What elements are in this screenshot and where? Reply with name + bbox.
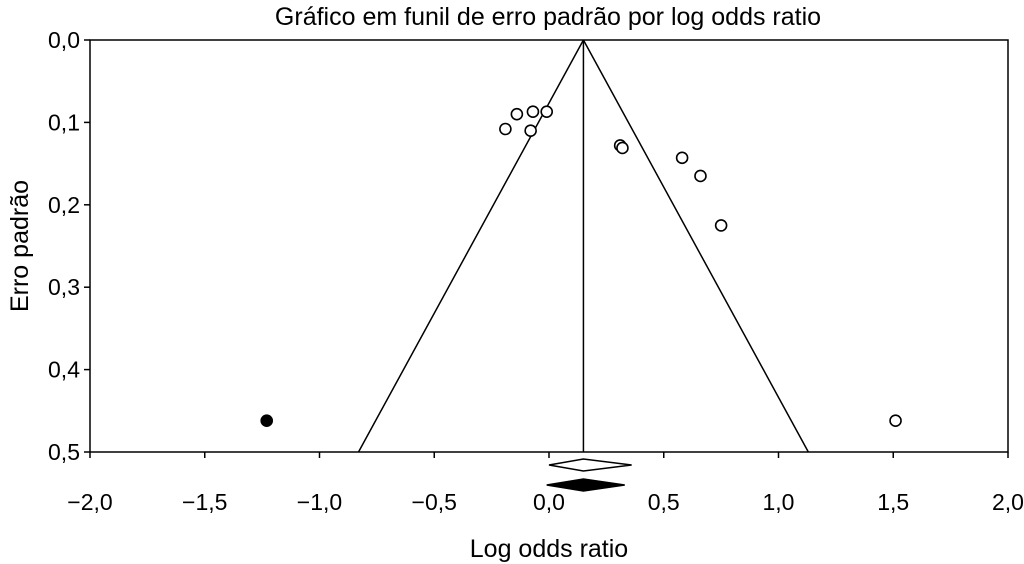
summary-diamond-filled bbox=[546, 478, 625, 492]
y-tick-label: 0,2 bbox=[48, 192, 80, 218]
x-tick-label: 2,0 bbox=[992, 489, 1024, 515]
summary-diamond-open bbox=[548, 458, 632, 472]
filled-data-point bbox=[260, 414, 274, 427]
open-data-point bbox=[510, 107, 524, 121]
open-data-point bbox=[540, 105, 554, 118]
chart-title: Gráfico em funil de erro padrão por log … bbox=[275, 3, 821, 31]
open-data-point bbox=[675, 151, 689, 165]
funnel-right-limit bbox=[582, 39, 809, 453]
open-data-point bbox=[616, 141, 629, 155]
x-tick-label: 0,5 bbox=[648, 489, 680, 515]
x-tick-label: 1,0 bbox=[763, 489, 795, 515]
y-tick-label: 0,4 bbox=[48, 357, 80, 383]
x-tick-label: −1,5 bbox=[182, 489, 227, 515]
data-points bbox=[260, 105, 902, 427]
open-data-point bbox=[714, 219, 728, 232]
x-tick-label: −1,0 bbox=[297, 489, 342, 515]
open-data-point bbox=[524, 124, 537, 137]
x-tick-label: 0,0 bbox=[533, 489, 565, 515]
x-tick-label: 1,5 bbox=[877, 489, 909, 515]
open-data-point bbox=[499, 122, 512, 136]
y-tick-label: 0,0 bbox=[48, 27, 80, 53]
x-tick-label: −2,0 bbox=[67, 489, 112, 515]
x-axis-label: Log odds ratio bbox=[470, 535, 628, 563]
y-tick-label: 0,3 bbox=[48, 274, 80, 300]
open-data-point bbox=[889, 414, 902, 427]
x-tick-label: −0,5 bbox=[412, 489, 457, 515]
funnel-lines bbox=[357, 39, 809, 453]
y-axis: 0,0 0,1 0,2 0,3 0,4 0,5 bbox=[48, 27, 90, 465]
x-axis: −2,0 −1,5 −1,0 −0,5 0,0 0,5 1,0 1,5 2,0 bbox=[67, 452, 1024, 515]
funnel-left-limit bbox=[357, 39, 585, 453]
summary-diamonds bbox=[546, 458, 632, 492]
y-axis-label: Erro padrão bbox=[6, 180, 34, 312]
open-data-point bbox=[694, 169, 707, 183]
open-data-point bbox=[526, 105, 540, 118]
y-tick-label: 0,1 bbox=[48, 109, 80, 135]
y-tick-label: 0,5 bbox=[48, 439, 80, 465]
